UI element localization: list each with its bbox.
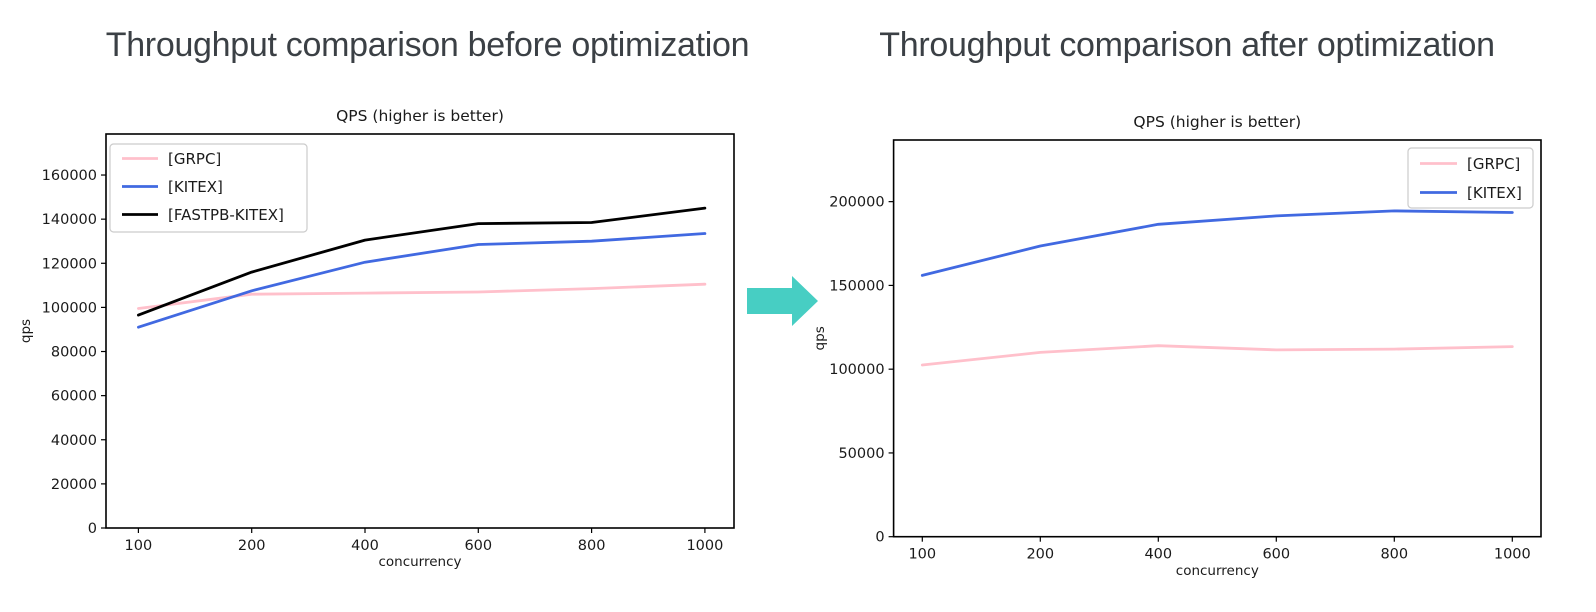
- x-tick-label: 1000: [1494, 547, 1531, 563]
- y-tick-label: 120000: [42, 256, 97, 272]
- x-tick-label: 800: [1380, 547, 1408, 563]
- y-axis: 0 20000 40000 60000 80000 100000 120000 140000 1…: [18, 168, 106, 537]
- legend-item-grpc: [GRPC]: [122, 150, 221, 168]
- x-axis-label: concurrency: [378, 554, 461, 570]
- after-chart-heading: Throughput comparison after optimization: [879, 26, 1495, 64]
- y-tick-label: 200000: [829, 195, 884, 211]
- x-tick-label: 400: [351, 538, 379, 554]
- y-tick-label: 160000: [42, 168, 97, 184]
- series-line-kitex: [920, 209, 1514, 277]
- plot-frame: [892, 139, 1542, 538]
- series-line-grpc: [136, 282, 707, 310]
- legend-item-fastpb-kitex: [FASTPB-KITEX]: [122, 206, 284, 224]
- series-line-kitex: [136, 232, 707, 329]
- y-tick-label: 100000: [42, 300, 97, 316]
- plot-frame: [105, 133, 735, 529]
- y-tick-label: 40000: [51, 433, 97, 449]
- series-line-grpc: [920, 344, 1514, 367]
- legend-label: [GRPC]: [168, 150, 221, 168]
- legend-label: [KITEX]: [1467, 184, 1522, 202]
- series-line-fastpb-kitex: [136, 206, 707, 317]
- chart-title: QPS (higher is better): [1133, 113, 1301, 131]
- y-tick-label: 80000: [51, 345, 97, 361]
- y-tick-label: 150000: [829, 278, 884, 294]
- y-tick-label: 0: [875, 530, 884, 546]
- legend-item-grpc: [GRPC]: [1420, 155, 1520, 173]
- y-tick-label: 140000: [42, 212, 97, 228]
- chart-title: QPS (higher is better): [336, 107, 504, 125]
- y-tick-label: 60000: [51, 389, 97, 405]
- right-arrow-icon: [747, 276, 818, 326]
- x-tick-label: 600: [1262, 547, 1290, 563]
- y-tick-label: 50000: [838, 446, 884, 462]
- legend: [GRPC] [KITEX] [FASTPB-KITEX]: [109, 143, 308, 233]
- legend-item-kitex: [KITEX]: [1420, 184, 1522, 202]
- legend-label: [GRPC]: [1467, 155, 1520, 173]
- x-tick-label: 800: [578, 538, 606, 554]
- x-axis-label: concurrency: [1176, 563, 1259, 579]
- x-tick-label: 400: [1144, 547, 1172, 563]
- legend: [GRPC] [KITEX]: [1407, 147, 1534, 209]
- y-axis-label: qps: [812, 326, 828, 350]
- x-tick-label: 100: [125, 538, 153, 554]
- legend-item-kitex: [KITEX]: [122, 178, 223, 196]
- y-axis-label: qps: [18, 319, 34, 343]
- legend-box: [109, 143, 308, 233]
- y-tick-label: 0: [88, 521, 97, 537]
- chart-after: QPS (higher is better) 0 50000 100000 150000…: [812, 113, 1542, 579]
- x-tick-label: 200: [238, 538, 266, 554]
- y-tick-label: 100000: [829, 362, 884, 378]
- before-chart-heading: Throughput comparison before optimizatio…: [105, 26, 750, 64]
- y-axis: 0 50000 100000 150000 200000 qps: [812, 195, 894, 546]
- legend-label: [FASTPB-KITEX]: [168, 206, 284, 224]
- x-axis: 100 200 400 600 800 1000 concurrency: [908, 536, 1531, 579]
- x-tick-label: 200: [1026, 547, 1054, 563]
- chart-before: QPS (higher is better) 0 20000 40000 60000 80…: [18, 107, 735, 570]
- x-tick-label: 1000: [686, 538, 723, 554]
- x-tick-label: 100: [908, 547, 936, 563]
- x-tick-label: 600: [464, 538, 492, 554]
- legend-label: [KITEX]: [168, 178, 223, 196]
- x-axis: 100 200 400 600 800 1000 concurrency: [125, 528, 723, 570]
- y-tick-label: 20000: [51, 477, 97, 493]
